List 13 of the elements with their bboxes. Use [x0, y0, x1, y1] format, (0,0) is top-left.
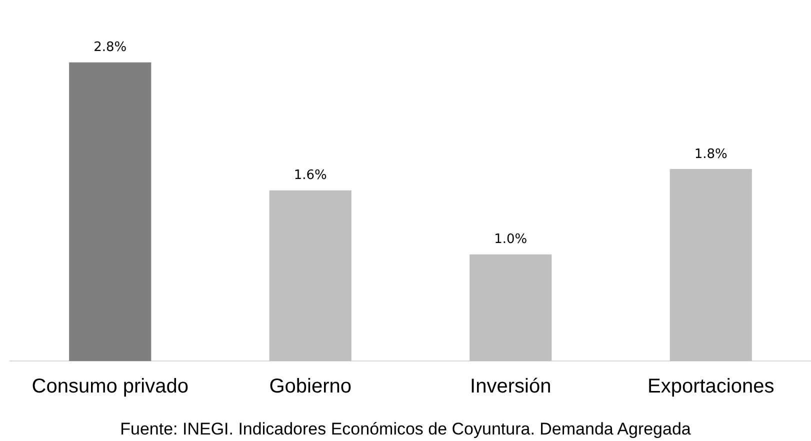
data-label: 1.8% — [694, 146, 728, 162]
data-label: 1.6% — [294, 168, 327, 184]
bar — [269, 190, 352, 361]
x-tick-label: Gobierno — [269, 376, 352, 398]
data-label: 1.0% — [494, 232, 528, 248]
x-tick-label: Consumo privado — [32, 376, 188, 398]
source-note: Fuente: INEGI. Indicadores Económicos de Coyuntura. Demanda Agregada — [120, 420, 692, 439]
bar — [670, 169, 752, 361]
x-tick-label: Inversión — [470, 376, 552, 398]
data-label: 2.8% — [94, 40, 127, 56]
bar — [69, 62, 152, 361]
x-tick-label: Exportaciones — [648, 376, 774, 398]
bar — [470, 254, 552, 361]
